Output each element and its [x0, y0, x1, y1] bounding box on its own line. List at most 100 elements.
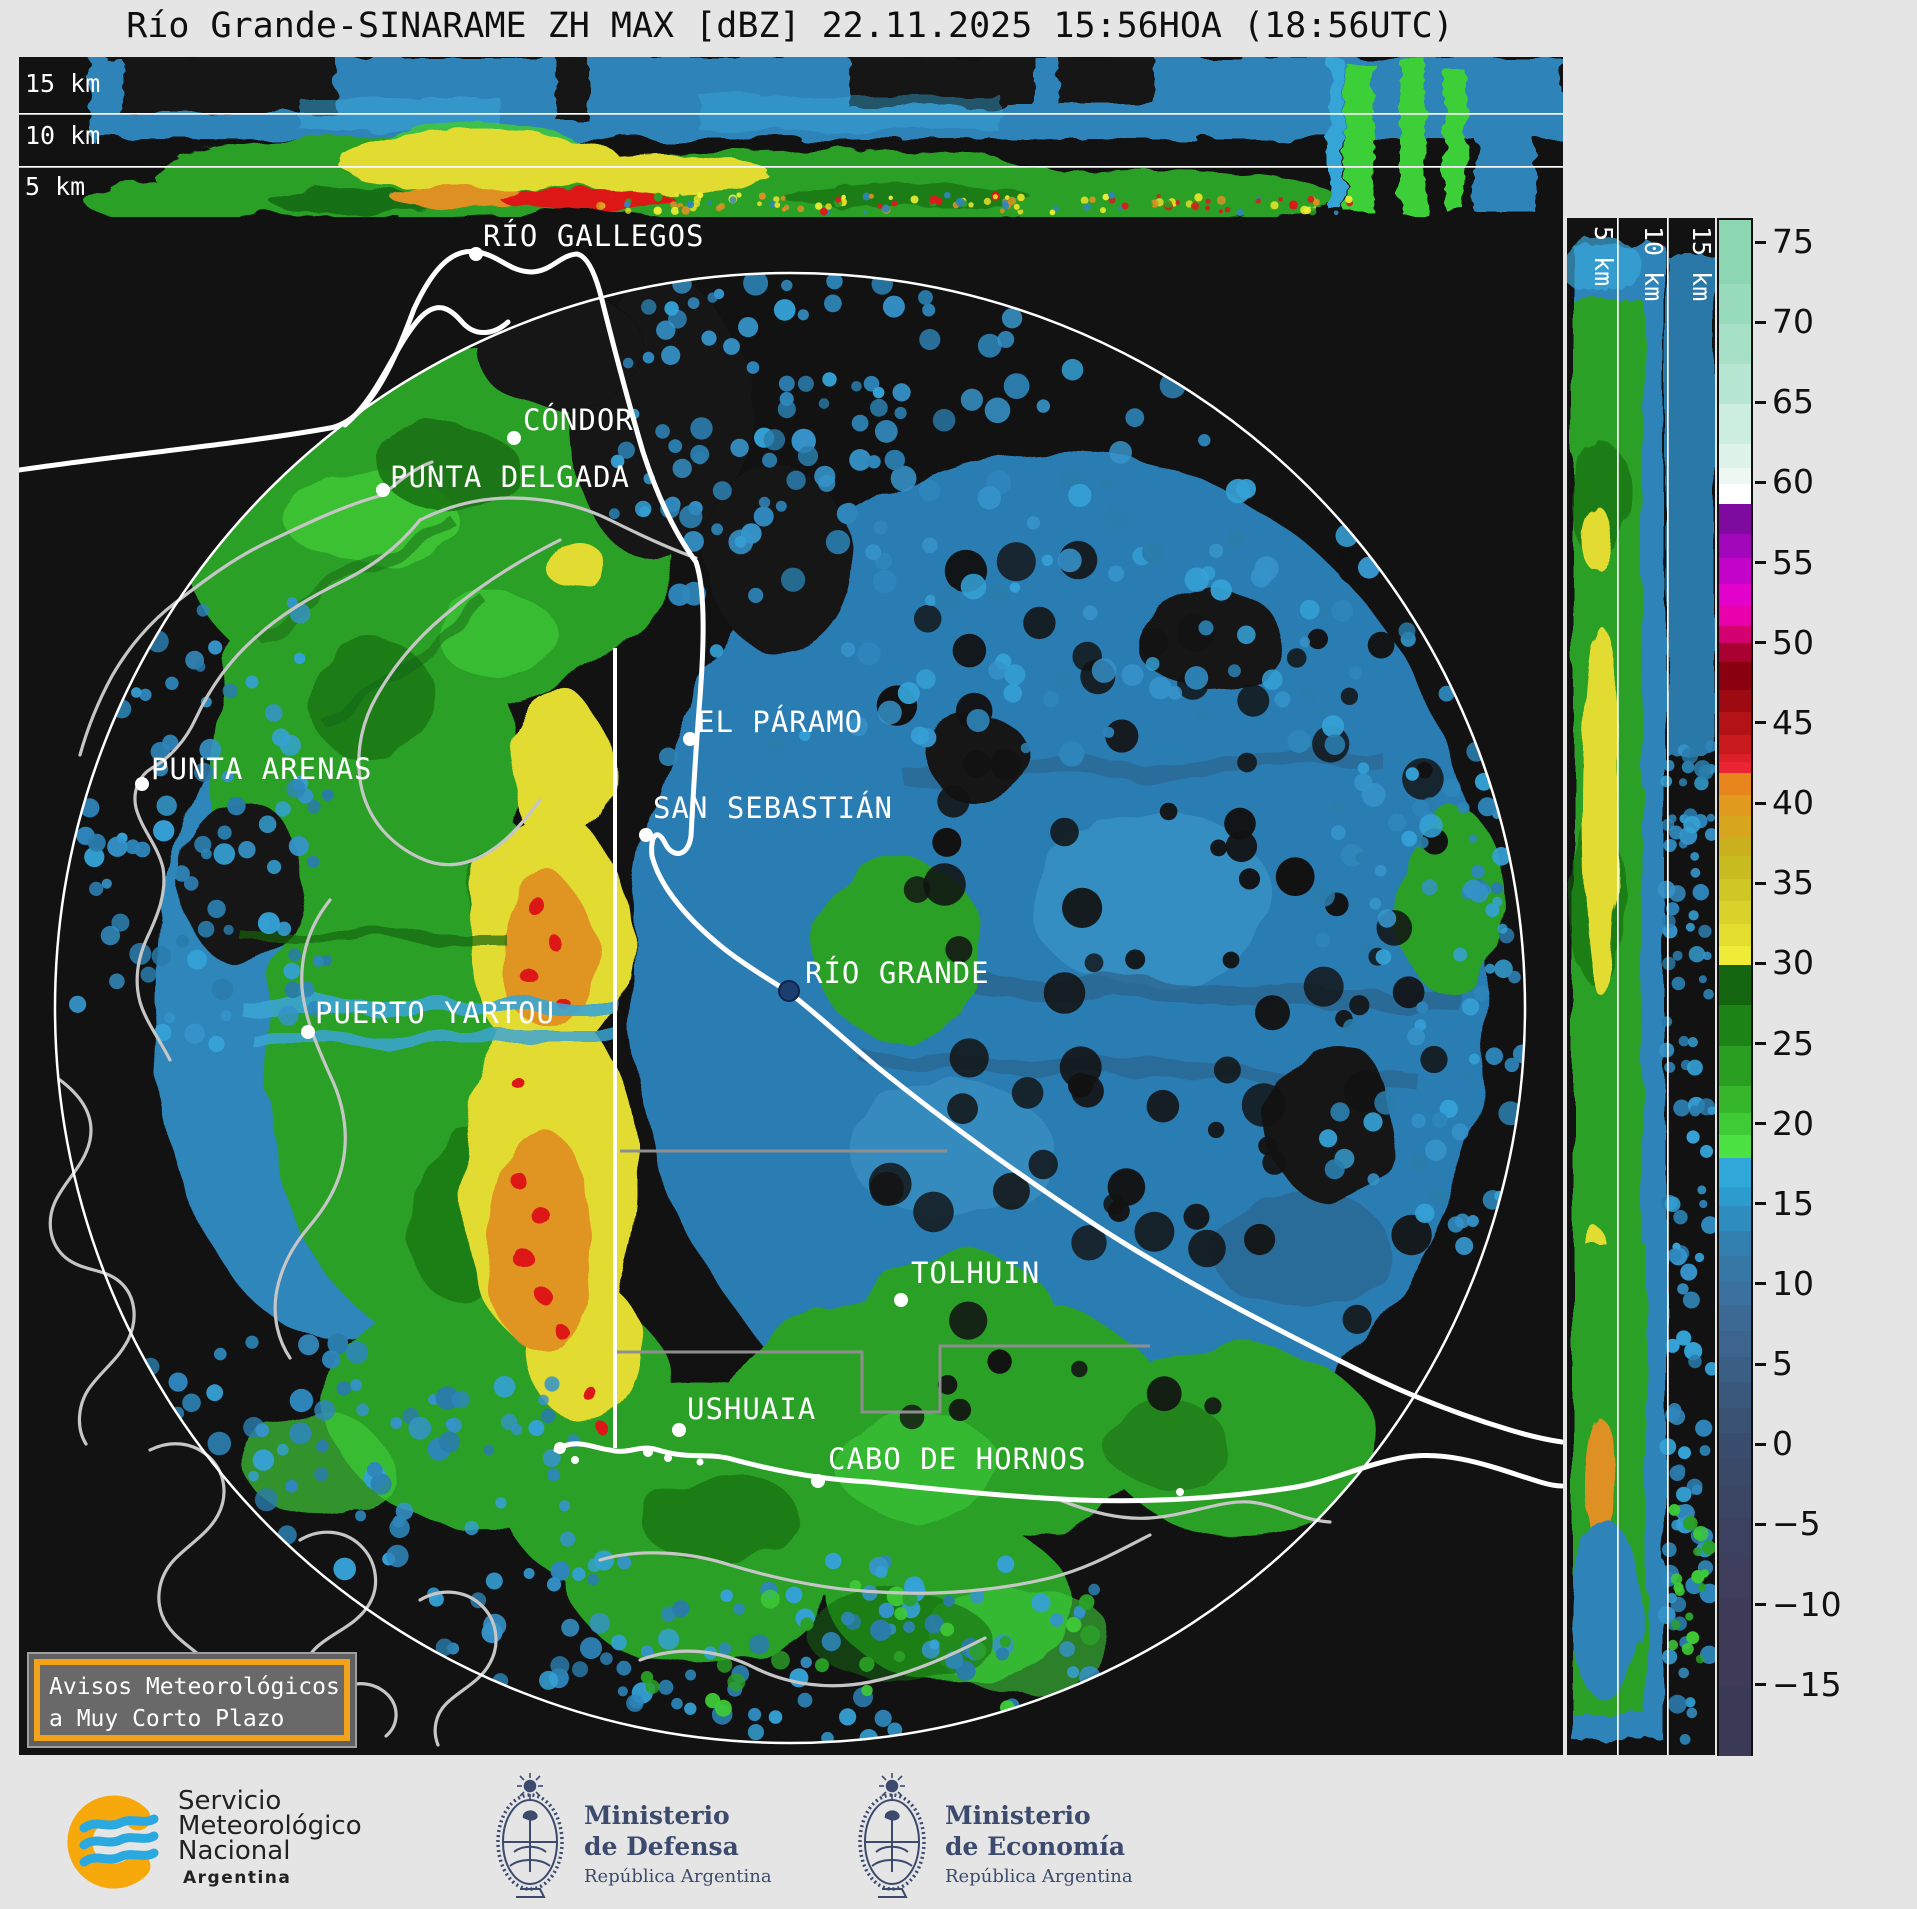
colorbar-segment [1719, 761, 1751, 774]
main-radar-map [19, 217, 1563, 1755]
colorbar-tick-mark [1755, 1042, 1766, 1046]
smn-logo-icon [67, 1795, 159, 1889]
colorbar-segment [1719, 606, 1751, 627]
economia-wordmark: Ministerio de Economía República Argenti… [945, 1801, 1133, 1887]
colorbar-segment [1719, 1045, 1751, 1087]
colorbar-segment [1719, 364, 1751, 406]
colorbar-tick-mark [1755, 881, 1766, 885]
colorbar-tick-label: 0 [1772, 1424, 1793, 1464]
page-title: Río Grande-SINARAME ZH MAX [dBZ] 22.11.2… [126, 6, 1454, 46]
colorbar-segment [1719, 1281, 1751, 1306]
colorbar-segment [1719, 1433, 1751, 1460]
colorbar-tick-mark [1755, 641, 1766, 645]
colorbar-tick-mark [1755, 1282, 1766, 1286]
colorbar-segment [1719, 856, 1751, 880]
colorbar-segment [1719, 468, 1751, 486]
colorbar-segment [1719, 1085, 1751, 1114]
colorbar-tick-label: −5 [1772, 1504, 1821, 1544]
colorbar-segment [1719, 503, 1751, 535]
colorbar-tick-mark [1755, 1522, 1766, 1526]
colorbar-segment [1719, 1484, 1751, 1518]
colorbar-segment [1719, 689, 1751, 713]
colorbar-tick-mark [1755, 240, 1766, 244]
smn-country-label: Argentina [183, 1868, 292, 1888]
colorbar-tick-mark [1755, 1362, 1766, 1366]
side-cross-section-panel [1567, 218, 1715, 1755]
colorbar-segment [1719, 1135, 1751, 1159]
colorbar-segment [1719, 1231, 1751, 1257]
colorbar-segment [1719, 220, 1751, 285]
warning-box: Avisos Meteorológicos a Muy Corto Plazo [27, 1652, 357, 1748]
colorbar-tick-mark [1755, 480, 1766, 484]
colorbar-segment [1719, 753, 1751, 763]
colorbar-tick-mark [1755, 561, 1766, 565]
colorbar-segment [1719, 1255, 1751, 1282]
colorbar-segment [1719, 1330, 1751, 1358]
colorbar-segment [1719, 965, 1751, 1007]
colorbar-segment [1719, 583, 1751, 608]
radar-range-circle [53, 271, 1527, 1745]
colorbar-segment [1719, 1305, 1751, 1332]
coastline-white [19, 248, 1563, 1504]
colorbar-segment [1719, 712, 1751, 736]
defensa-coat-of-arms-icon [496, 1773, 564, 1898]
warning-box-frame: Avisos Meteorológicos a Muy Corto Plazo [34, 1659, 350, 1741]
colorbar-tick-mark [1755, 961, 1766, 965]
colorbar-tick-label: 15 [1772, 1183, 1814, 1223]
colorbar-tick-label: 35 [1772, 863, 1814, 903]
colorbar-segment [1719, 324, 1751, 365]
colorbar-tick-label: 75 [1772, 222, 1814, 262]
colorbar-segment [1719, 923, 1751, 947]
colorbar-tick-mark [1755, 801, 1766, 805]
colorbar-segment [1719, 643, 1751, 664]
country-border [616, 1149, 1150, 1414]
colorbar-tick-label: 60 [1772, 462, 1814, 502]
top-cross-section-panel [19, 57, 1563, 217]
coastline-gray [48, 460, 1332, 1747]
colorbar-segment [1719, 558, 1751, 585]
colorbar-segment [1719, 1638, 1751, 1688]
colorbar-segment [1719, 1005, 1751, 1047]
economia-coat-of-arms-icon [858, 1773, 926, 1898]
colorbar-segment [1719, 1686, 1751, 1758]
colorbar-tick-label: −10 [1772, 1584, 1842, 1624]
colorbar-segment [1719, 1382, 1751, 1409]
colorbar-segment [1719, 878, 1751, 902]
colorbar-tick-mark [1755, 1683, 1766, 1687]
colorbar-segment [1719, 1596, 1751, 1640]
colorbar-segment [1719, 773, 1751, 797]
colorbar-segment [1719, 1205, 1751, 1233]
colorbar-segment [1719, 1407, 1751, 1435]
colorbar-segment [1719, 795, 1751, 817]
colorbar-tick-label: 50 [1772, 622, 1814, 662]
colorbar-segment [1719, 662, 1751, 691]
colorbar-segment [1719, 734, 1751, 755]
colorbar-tick-label: 70 [1772, 302, 1814, 342]
coast-islets [554, 1442, 1184, 1496]
colorbar-tick-label: 55 [1772, 542, 1814, 582]
side-profile-speckle [1657, 740, 1715, 1745]
warning-text: Avisos Meteorológicos a Muy Corto Plazo [49, 1674, 340, 1732]
colorbar-segment [1719, 1556, 1751, 1598]
colorbar-tick-label: 30 [1772, 943, 1814, 983]
colorbar-tick-mark [1755, 1122, 1766, 1126]
radar-speckle-dots [69, 273, 1525, 1743]
colorbar-segment [1719, 837, 1751, 858]
footer [0, 1756, 1917, 1909]
colorbar-segment [1719, 816, 1751, 838]
colorbar-segment [1719, 284, 1751, 325]
colorbar-segment [1719, 1157, 1751, 1188]
colorbar-tick-mark [1755, 721, 1766, 725]
footer-logos [67, 1773, 926, 1898]
colorbar-segment [1719, 444, 1751, 470]
colorbar-tick-label: 10 [1772, 1263, 1814, 1303]
top-profile-speckle [596, 191, 1353, 217]
colorbar-segment [1719, 534, 1751, 559]
colorbar-segment [1719, 1516, 1751, 1558]
colorbar-segment [1719, 404, 1751, 446]
colorbar-segment [1719, 901, 1751, 925]
colorbar-segment [1719, 625, 1751, 644]
colorbar-tick-label: −15 [1772, 1664, 1842, 1704]
colorbar-tick-mark [1755, 400, 1766, 404]
